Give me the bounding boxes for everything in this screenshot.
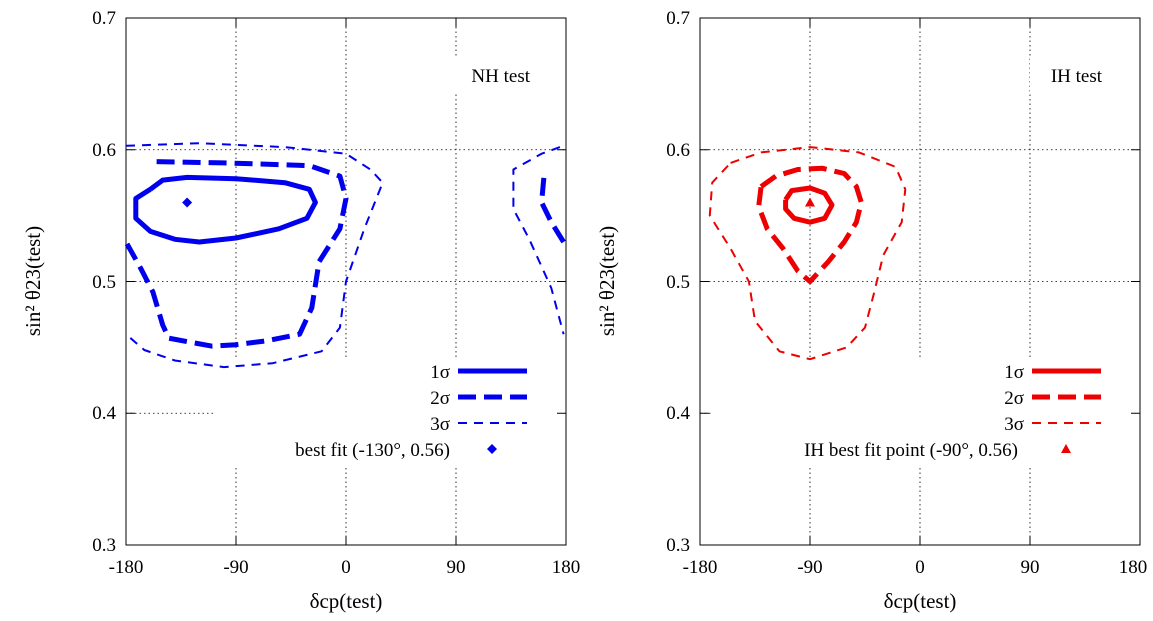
contour-2sigma-segment-1 — [123, 159, 349, 349]
contour-3sigma-segment-1 — [125, 142, 384, 369]
y-tick-label: 0.5 — [666, 272, 690, 293]
axis-ticks — [125, 17, 567, 546]
legend-label-3sigma: 3σ — [1004, 414, 1024, 435]
x-tick-label: -90 — [223, 557, 248, 578]
axis-ticks — [699, 17, 1141, 546]
best-fit-diamond-marker — [182, 197, 193, 208]
legend-label-3sigma: 3σ — [430, 414, 450, 435]
legend-label-1sigma: 1σ — [430, 362, 450, 383]
y-tick-label: 0.5 — [92, 272, 116, 293]
contour-3sigma-segment-1 — [708, 146, 907, 361]
contour-layer — [708, 146, 907, 361]
contour-3sigma-segment-2 — [512, 146, 565, 335]
x-tick-label: 0 — [915, 557, 925, 578]
contour-layer — [123, 142, 566, 369]
annotation-background — [440, 58, 558, 92]
legend-label-2sigma: 2σ — [1004, 388, 1024, 409]
y-tick-label: 0.7 — [92, 8, 116, 29]
x-tick-label: 0 — [341, 557, 351, 578]
panel-nh: -180 -90 0 90 180 0.3 0.4 0.5 0.6 0.7 δc… — [21, 8, 580, 613]
x-tick-label: -180 — [109, 557, 144, 578]
x-tick-label: -90 — [797, 557, 822, 578]
y-tick-label: 0.7 — [666, 8, 690, 29]
legend-label-best-fit: IH best fit point (-90°, 0.56) — [804, 440, 1018, 461]
x-tick-label: 90 — [447, 557, 466, 578]
legend-label-2sigma: 2σ — [430, 388, 450, 409]
x-tick-label: -180 — [683, 557, 718, 578]
y-axis-label: sin² θ23(test) — [595, 226, 619, 336]
x-axis-label: δcp(test) — [310, 589, 383, 613]
panel-ih: -180 -90 0 90 180 0.3 0.4 0.5 0.6 0.7 δc… — [595, 8, 1147, 613]
legend-swatch-best-fit-triangle — [1061, 444, 1071, 453]
panel-annotation: IH test — [1051, 66, 1103, 87]
x-tick-label: 90 — [1021, 557, 1040, 578]
panel-annotation: NH test — [471, 66, 530, 87]
x-axis-label: δcp(test) — [884, 589, 957, 613]
y-tick-label: 0.4 — [666, 403, 690, 424]
y-axis-label: sin² θ23(test) — [21, 226, 45, 336]
contour-2sigma-segment-2 — [539, 175, 566, 244]
x-tick-label: 180 — [1119, 557, 1148, 578]
y-tick-label: 0.4 — [92, 403, 116, 424]
legend-label-best-fit: best fit (-130°, 0.56) — [295, 440, 450, 461]
x-tick-label: 180 — [552, 557, 581, 578]
y-tick-label: 0.3 — [92, 535, 116, 556]
y-tick-label: 0.6 — [92, 140, 116, 161]
legend-label-1sigma: 1σ — [1004, 362, 1024, 383]
y-tick-label: 0.6 — [666, 140, 690, 161]
legend-swatch-best-fit-diamond — [487, 444, 497, 454]
contour-2sigma-segment-1 — [756, 165, 864, 284]
y-tick-label: 0.3 — [666, 535, 690, 556]
legend-background — [215, 358, 564, 468]
annotation-background — [1030, 58, 1130, 92]
contour-1sigma-segment-1 — [133, 174, 318, 245]
contour-1sigma-segment-1 — [783, 185, 835, 225]
best-fit-triangle-marker — [805, 197, 815, 207]
